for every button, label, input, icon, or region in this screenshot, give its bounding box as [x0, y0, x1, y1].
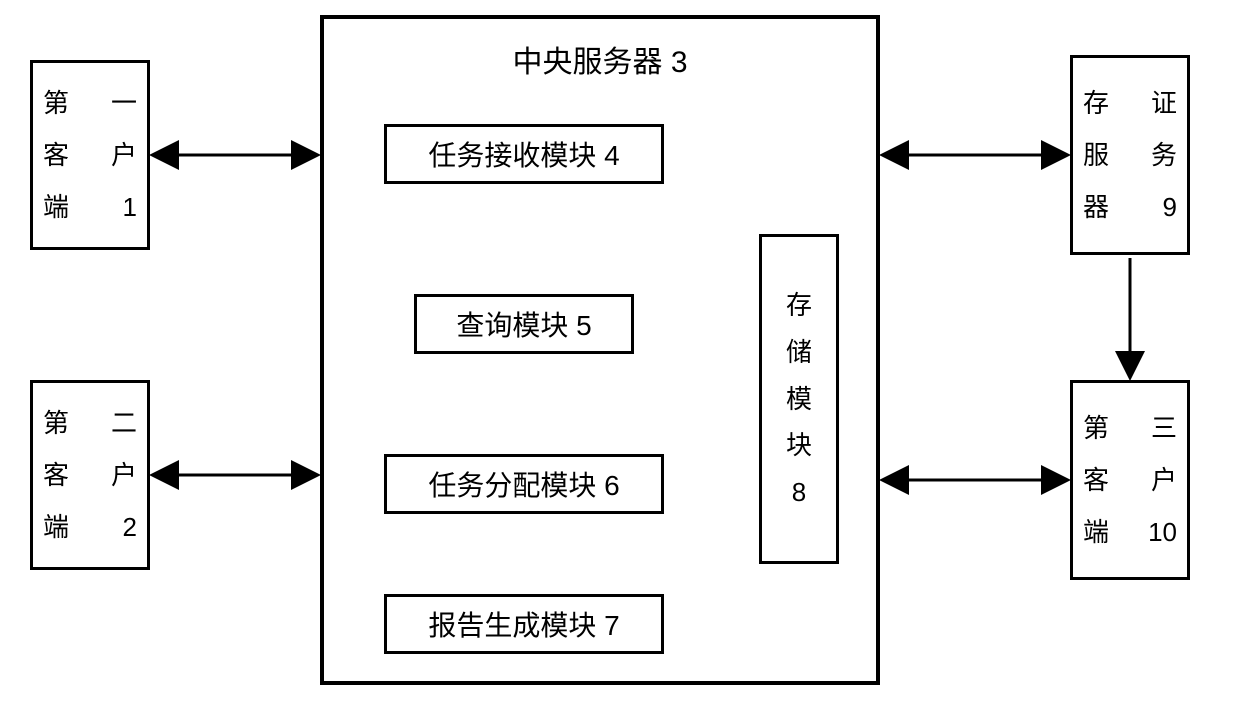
- text: 存 证: [1083, 88, 1177, 118]
- node-cert-server: 存 证 服 务 器 9: [1070, 55, 1190, 255]
- cert-server-label: 存 证 服 务 器 9: [1083, 77, 1177, 233]
- text: 存: [786, 290, 812, 320]
- server-title: 中央服务器 3: [512, 37, 687, 81]
- module-storage: 存 储 模 块 8: [759, 234, 839, 564]
- client3-label: 第 三 客 户 端 10: [1083, 402, 1177, 558]
- text: 8: [792, 477, 806, 507]
- node-client1: 第 一 客 户 端 1: [30, 60, 150, 250]
- text: 第 一: [43, 88, 137, 118]
- text: 客 户: [1083, 465, 1177, 495]
- module-query: 查询模块 5: [414, 294, 634, 354]
- text: 客 户: [43, 140, 137, 170]
- text: 模: [786, 384, 812, 414]
- text: 储: [786, 337, 812, 367]
- text: 查询模块 5: [456, 304, 591, 344]
- node-client2: 第 二 客 户 端 2: [30, 380, 150, 570]
- module-report-gen: 报告生成模块 7: [384, 594, 664, 654]
- text: 报告生成模块 7: [428, 604, 619, 644]
- text: 器 9: [1083, 192, 1177, 222]
- text: 块: [786, 430, 812, 460]
- client2-label: 第 二 客 户 端 2: [43, 397, 137, 553]
- text: 端 1: [43, 192, 137, 222]
- storage-label: 存 储 模 块 8: [786, 282, 812, 516]
- text: 任务接收模块 4: [428, 134, 619, 174]
- module-task-assign: 任务分配模块 6: [384, 454, 664, 514]
- text: 端 2: [43, 512, 137, 542]
- client1-label: 第 一 客 户 端 1: [43, 77, 137, 233]
- diagram-container: 第 一 客 户 端 1 第 二 客 户 端 2 中央服务器 3 任务接收模块 4…: [0, 0, 1240, 716]
- text: 任务分配模块 6: [428, 464, 619, 504]
- node-client3: 第 三 客 户 端 10: [1070, 380, 1190, 580]
- module-task-receive: 任务接收模块 4: [384, 124, 664, 184]
- text: 第 二: [43, 408, 137, 438]
- text: 客 户: [43, 460, 137, 490]
- text: 第 三: [1083, 413, 1177, 443]
- node-central-server: 中央服务器 3 任务接收模块 4 查询模块 5 任务分配模块 6 报告生成模块 …: [320, 15, 880, 685]
- text: 服 务: [1083, 140, 1177, 170]
- text: 端 10: [1083, 517, 1177, 547]
